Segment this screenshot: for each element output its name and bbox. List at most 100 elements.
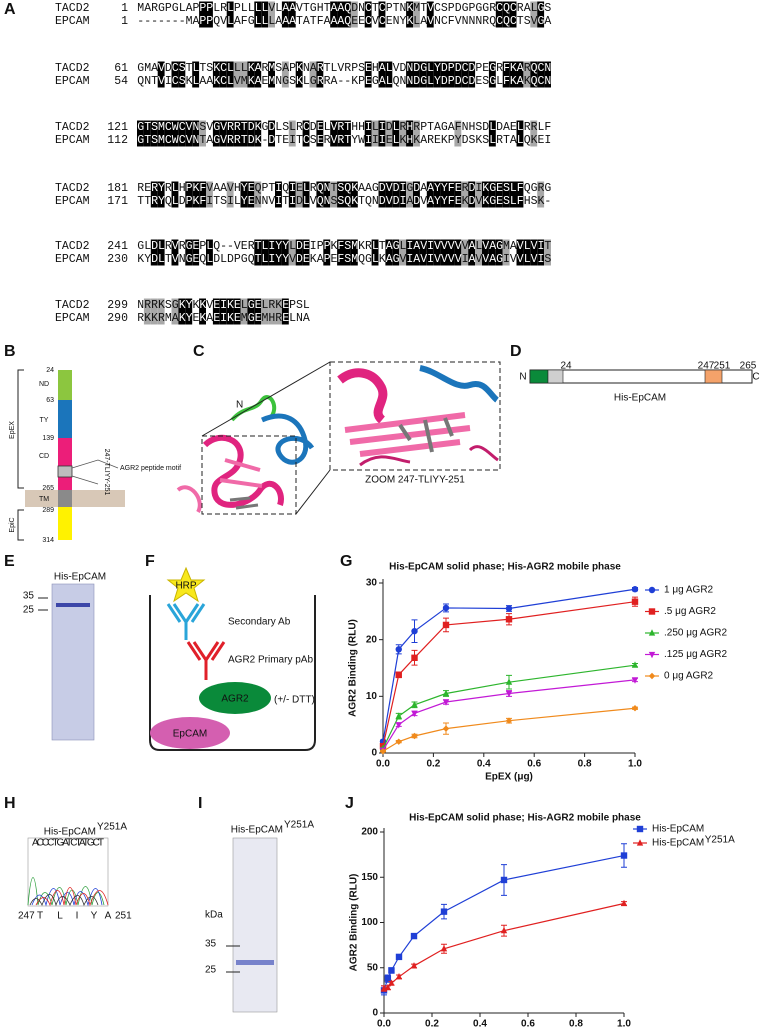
residue: D	[151, 253, 158, 266]
residue: Q	[317, 195, 324, 208]
residue: E	[193, 253, 200, 266]
residue: G	[441, 121, 448, 134]
residue: K	[510, 75, 517, 88]
residue-highlight	[171, 239, 179, 253]
series-line	[382, 664, 636, 749]
residue: L	[193, 62, 200, 75]
residue: T	[324, 62, 331, 75]
residue-highlight	[199, 1, 206, 15]
chromatogram-title-superscript: Y251A	[97, 822, 127, 833]
residue-highlight	[406, 14, 413, 28]
residue: Y	[400, 15, 407, 28]
data-point	[631, 661, 639, 668]
residue: I	[406, 240, 413, 253]
residue-highlight	[371, 133, 379, 147]
residue: D	[413, 75, 420, 88]
residue: Q	[248, 253, 255, 266]
residue: C	[510, 2, 517, 15]
residue-highlight	[337, 181, 344, 195]
residue-highlight	[212, 298, 220, 312]
residue-highlight	[482, 239, 489, 253]
residue-highlight	[150, 239, 158, 253]
residue: N	[462, 121, 469, 134]
residue: I	[220, 299, 227, 312]
residue: E	[234, 312, 241, 325]
residue-highlight	[240, 61, 248, 75]
residue: K	[199, 299, 206, 312]
residue-highlight	[240, 298, 248, 312]
residue: A	[255, 75, 262, 88]
residue-highlight	[226, 194, 234, 208]
sequence: TTRYQLDPKFITSILYENNVITIDLVQNSSQKTQNDVDIA…	[137, 195, 551, 208]
residue: V	[206, 299, 213, 312]
residue: E	[282, 134, 289, 147]
residue-highlight	[385, 181, 393, 195]
residue: T	[358, 195, 365, 208]
residue-highlight	[447, 239, 455, 253]
residue: A	[206, 75, 213, 88]
y-tick-label: 50	[367, 962, 379, 973]
residue: P	[289, 62, 296, 75]
residue: V	[206, 121, 213, 134]
residue-highlight	[240, 311, 248, 325]
residue: V	[386, 182, 393, 195]
residue-highlight	[137, 133, 144, 147]
residue: L	[234, 195, 241, 208]
residue: N	[462, 15, 469, 28]
residue: E	[317, 121, 324, 134]
residue: P	[262, 182, 269, 195]
residue-highlight	[537, 74, 545, 88]
residue: I	[503, 253, 510, 266]
sequence: RKKRMAKYEKAEIKEMGEMHRELNA	[137, 312, 310, 325]
sequence-start: 241	[107, 240, 128, 253]
residue: R	[462, 182, 469, 195]
residue: T	[151, 75, 158, 88]
residue: E	[475, 75, 482, 88]
residue: D	[469, 195, 476, 208]
residue: A	[427, 182, 434, 195]
zoom-label: ZOOM 247-TLIYY-251	[365, 475, 465, 486]
residue: K	[331, 240, 338, 253]
residue: I	[538, 253, 545, 266]
residue-highlight	[150, 133, 158, 147]
residue: -	[165, 15, 172, 28]
residue: K	[406, 2, 413, 15]
data-point	[500, 876, 508, 884]
residue: D	[248, 121, 255, 134]
residue-highlight	[268, 61, 275, 75]
residue: K	[379, 253, 386, 266]
residue: Q	[344, 195, 351, 208]
residue: V	[206, 182, 213, 195]
domain-tm	[58, 490, 72, 507]
residue-highlight	[447, 74, 455, 88]
residue: K	[137, 253, 144, 266]
residue: K	[538, 195, 545, 208]
residue: H	[317, 2, 324, 15]
residue-highlight	[185, 311, 193, 325]
residue: E	[510, 121, 517, 134]
residue-highlight	[275, 311, 282, 325]
residue: G	[482, 2, 489, 15]
residue: R	[344, 62, 351, 75]
data-point	[410, 932, 418, 940]
residue: K	[193, 195, 200, 208]
data-point	[500, 926, 508, 934]
data-point	[379, 748, 387, 755]
residue: S	[275, 62, 282, 75]
residue: E	[296, 182, 303, 195]
residue-highlight	[447, 61, 455, 75]
x-tick-label: 1.0	[617, 1019, 631, 1030]
position-label: 314	[42, 537, 54, 544]
residue: I	[427, 253, 434, 266]
residue-highlight	[426, 181, 434, 195]
residue: G	[172, 2, 179, 15]
residue: T	[372, 2, 379, 15]
residue: -	[337, 75, 344, 88]
residue: G	[406, 182, 413, 195]
residue: L	[303, 195, 310, 208]
residue: Q	[524, 182, 531, 195]
residue: V	[482, 240, 489, 253]
ribbon-nd	[230, 395, 277, 422]
marker-label: 25	[23, 605, 35, 616]
residue: T	[165, 253, 172, 266]
